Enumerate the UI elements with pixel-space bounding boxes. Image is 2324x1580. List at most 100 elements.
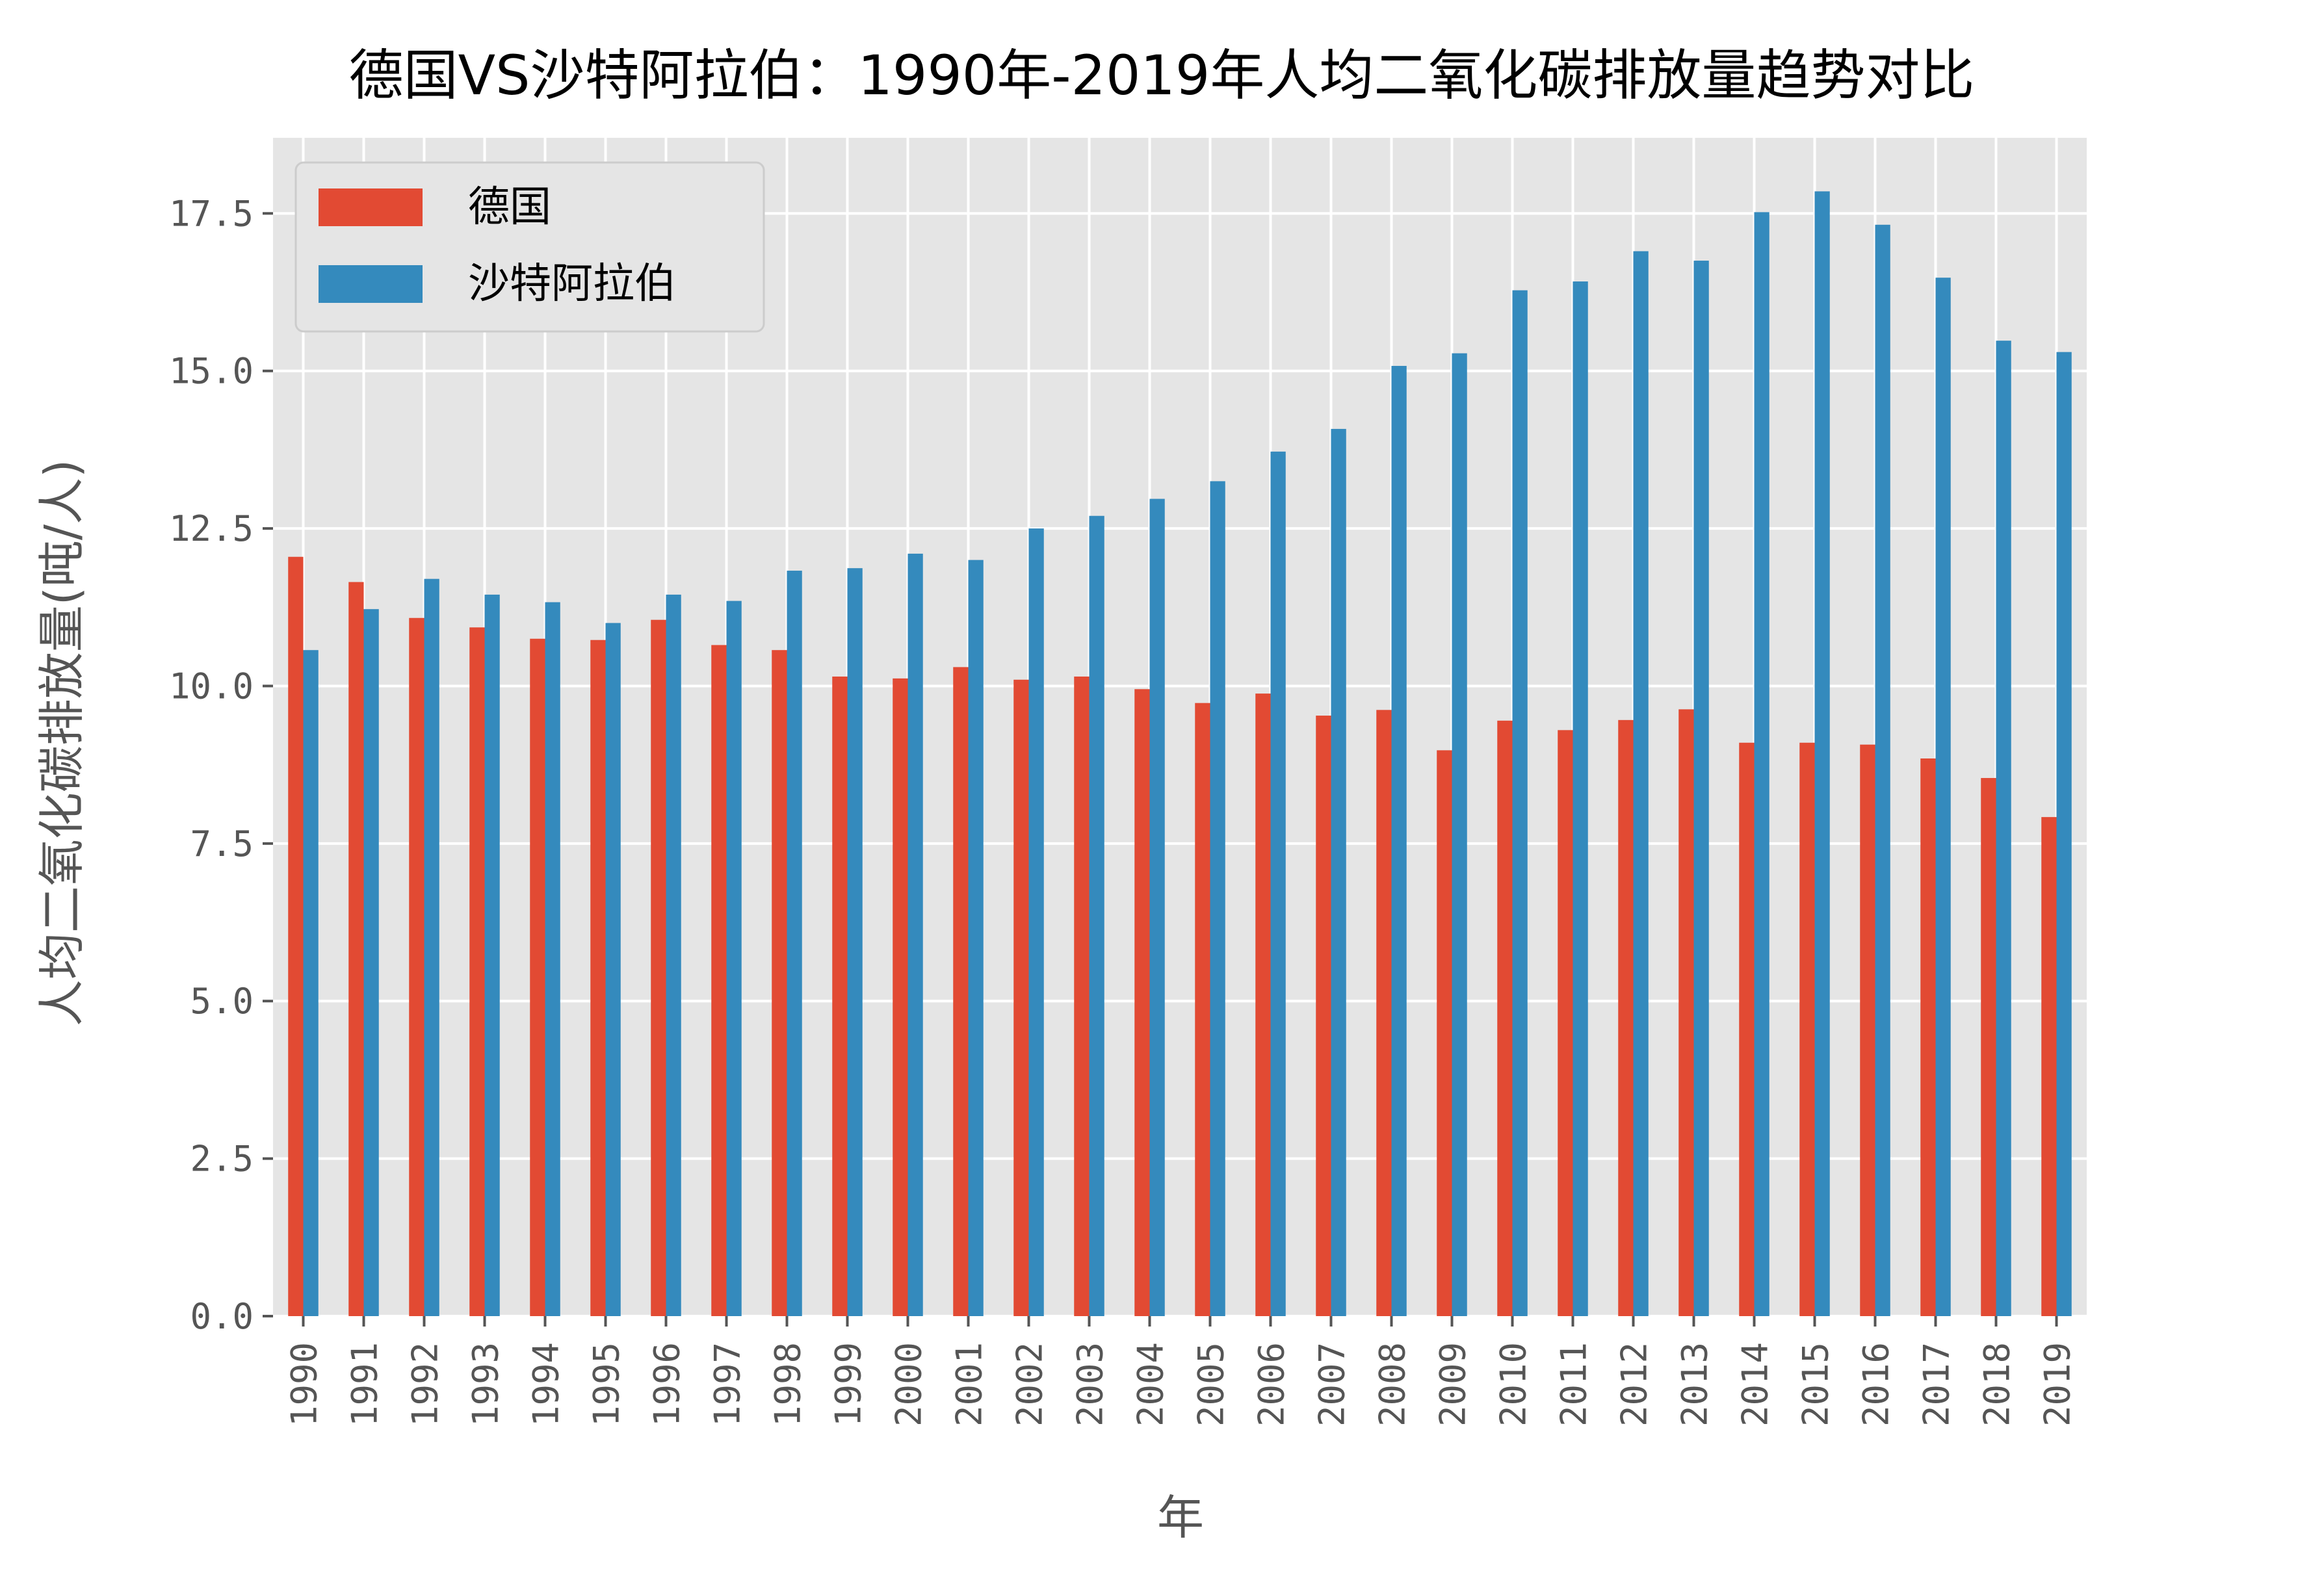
bar-germany	[1558, 730, 1573, 1316]
bar-germany	[953, 667, 969, 1316]
bar-germany	[288, 556, 304, 1316]
bar-saudi-arabia	[1754, 212, 1769, 1316]
x-tick-label: 2018	[1977, 1342, 2018, 1427]
y-tick-label: 15.0	[169, 351, 254, 392]
bar-germany	[1376, 710, 1392, 1316]
x-tick-label: 2012	[1614, 1342, 1655, 1427]
y-tick-label: 5.0	[190, 981, 254, 1022]
x-tick-label: 2001	[949, 1342, 990, 1427]
x-tick-label: 2009	[1433, 1342, 1474, 1427]
bar-germany	[651, 619, 666, 1316]
bar-germany	[832, 676, 848, 1316]
x-tick-label: 2005	[1191, 1342, 1232, 1427]
x-tick-label: 1993	[465, 1342, 506, 1427]
bar-germany	[469, 627, 485, 1316]
plot-area	[273, 138, 2087, 1316]
y-tick-label: 7.5	[190, 823, 254, 864]
bar-germany	[1981, 778, 1996, 1316]
bar-saudi-arabia	[1210, 481, 1225, 1316]
y-tick-label: 10.0	[169, 666, 254, 706]
x-tick-label: 2010	[1493, 1342, 1534, 1427]
bar-germany	[1195, 703, 1210, 1316]
bar-saudi-arabia	[1814, 191, 1830, 1317]
bar-saudi-arabia	[545, 602, 560, 1316]
bar-germany	[2041, 817, 2057, 1316]
bar-saudi-arabia	[1028, 528, 1044, 1317]
bar-saudi-arabia	[1573, 281, 1588, 1316]
bar-germany	[1618, 719, 1634, 1316]
x-tick-label: 1994	[526, 1342, 567, 1427]
bar-germany	[1074, 676, 1090, 1316]
x-axis-label: 年	[1157, 1490, 1204, 1545]
bar-saudi-arabia	[1512, 290, 1528, 1316]
x-tick-label: 1996	[647, 1342, 688, 1427]
bar-saudi-arabia	[1693, 261, 1709, 1316]
x-tick-label: 1998	[768, 1342, 809, 1427]
bar-saudi-arabia	[2056, 352, 2072, 1316]
bar-saudi-arabia	[907, 553, 923, 1316]
bar-saudi-arabia	[1633, 251, 1649, 1316]
bar-saudi-arabia	[484, 594, 500, 1316]
x-tick-label: 1992	[405, 1342, 446, 1427]
bar-saudi-arabia	[726, 601, 742, 1317]
bar-saudi-arabia	[1270, 451, 1286, 1316]
bar-germany	[1255, 693, 1271, 1316]
bar-saudi-arabia	[1935, 278, 1951, 1316]
bar-saudi-arabia	[968, 560, 984, 1316]
x-tick-label: 2016	[1856, 1342, 1897, 1427]
x-tick-label: 2008	[1372, 1342, 1413, 1427]
bar-saudi-arabia	[363, 609, 379, 1317]
x-tick-label: 2011	[1554, 1342, 1595, 1427]
bar-germany	[409, 617, 424, 1317]
x-tick-label: 2013	[1675, 1342, 1716, 1427]
bar-saudi-arabia	[787, 571, 802, 1317]
bar-germany	[1678, 709, 1694, 1316]
bar-saudi-arabia	[424, 578, 439, 1316]
bar-germany	[590, 640, 606, 1316]
bar-saudi-arabia	[1875, 224, 1890, 1316]
legend-entry-label: 德国	[468, 183, 551, 231]
bar-saudi-arabia	[1452, 353, 1467, 1316]
x-tick-label: 2006	[1251, 1342, 1292, 1427]
bar-germany	[893, 678, 908, 1316]
bar-germany	[1799, 742, 1815, 1316]
bar-saudi-arabia	[303, 650, 319, 1316]
bar-saudi-arabia	[1089, 515, 1104, 1317]
y-axis-label: 人均二氧化碳排放量(吨/人)	[34, 460, 89, 1026]
bar-saudi-arabia	[847, 568, 863, 1316]
bar-saudi-arabia	[1331, 428, 1346, 1316]
y-tick-label: 17.5	[169, 193, 254, 234]
x-tick-label: 2014	[1735, 1342, 1776, 1427]
x-tick-label: 1991	[345, 1342, 385, 1427]
chart-title: 德国VS沙特阿拉伯：1990年-2019年人均二氧化碳排放量趋势对比	[349, 44, 1975, 107]
bar-germany	[348, 582, 364, 1316]
bar-saudi-arabia	[1996, 341, 2011, 1316]
x-tick-label: 2007	[1312, 1342, 1353, 1427]
x-tick-label: 1999	[828, 1342, 869, 1427]
bar-germany	[1860, 744, 1875, 1316]
x-tick-label: 1997	[707, 1342, 748, 1427]
x-tick-label: 2015	[1795, 1342, 1836, 1427]
y-tick-label: 12.5	[169, 508, 254, 549]
y-tick-label: 2.5	[190, 1139, 254, 1180]
bar-saudi-arabia	[1149, 499, 1165, 1317]
bar-germany	[772, 650, 787, 1316]
bar-germany	[1497, 720, 1513, 1316]
legend-swatch	[319, 188, 423, 226]
bar-saudi-arabia	[1391, 365, 1407, 1316]
x-tick-label: 2003	[1070, 1342, 1111, 1427]
bar-germany	[1134, 689, 1150, 1316]
x-tick-label: 1995	[586, 1342, 627, 1427]
legend-entry-label: 沙特阿拉伯	[468, 260, 676, 308]
bar-germany	[530, 638, 545, 1317]
bar-germany	[1316, 716, 1331, 1316]
bar-germany	[1739, 742, 1755, 1316]
bar-germany	[1437, 750, 1452, 1316]
bar-germany	[1013, 679, 1029, 1316]
x-tick-label: 2002	[1010, 1342, 1051, 1427]
x-tick-label: 2019	[2037, 1342, 2078, 1427]
bar-saudi-arabia	[605, 623, 621, 1316]
